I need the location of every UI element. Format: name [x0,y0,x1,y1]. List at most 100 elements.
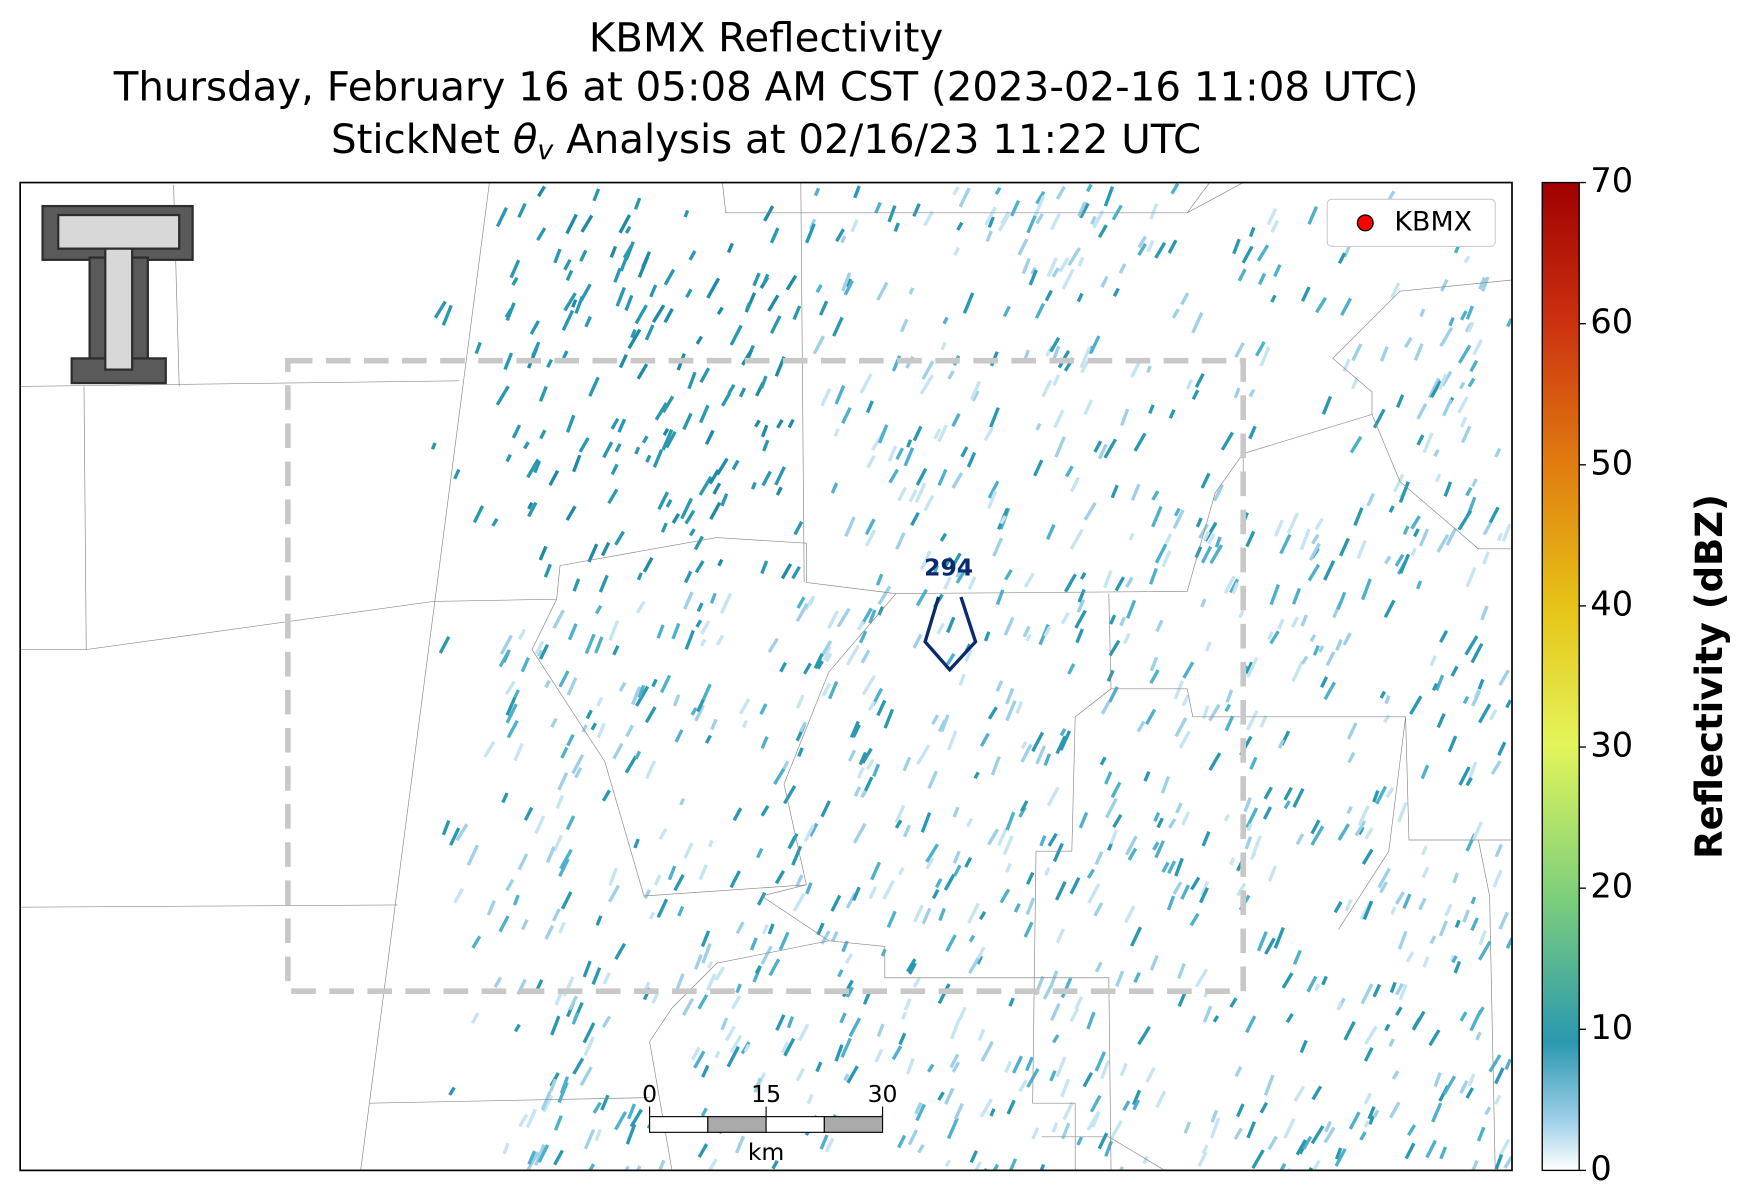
radar-echo [1429,655,1437,667]
radar-echo [939,532,948,542]
radar-echo [1462,909,1470,923]
radar-echo [1244,836,1253,850]
radar-echo [932,564,939,576]
radar-echo [1035,213,1044,225]
radar-echo [1363,1120,1370,1128]
radar-echo [550,717,558,728]
radar-echo [952,850,961,864]
radar-echo [618,353,628,369]
radar-echo [720,493,729,507]
radar-echo [1427,377,1441,399]
radar-echo [656,898,669,919]
radar-echo [1291,587,1301,605]
radar-echo [648,911,656,920]
radar-echo [816,660,824,670]
radar-echo [633,197,642,210]
radar-echo [1337,252,1347,265]
radar-echo [1078,811,1089,829]
radar-echo [1311,533,1320,545]
radar-echo [483,740,496,758]
radar-echo [1092,209,1105,229]
radar-echo [671,512,681,524]
radar-echo [822,645,832,662]
radar-echo [837,969,844,978]
radar-echo [1453,245,1460,254]
radar-echo [1259,346,1271,367]
radar-echo [544,679,551,689]
radar-echo [449,827,461,846]
radar-echo [1026,211,1039,234]
radar-echo [1354,820,1367,837]
radar-echo [1310,825,1325,846]
radar-echo [1379,346,1389,362]
radar-echo [1259,715,1268,728]
radar-echo [706,960,714,969]
colorbar-label: Reflectivity (dBZ) [1688,494,1731,859]
radar-echo [1149,954,1159,971]
radar-echo [769,315,782,334]
radar-echo [880,948,887,957]
radar-echo [834,1044,844,1062]
radar-echo [572,578,581,592]
radar-echo [1389,1101,1401,1119]
radar-echo [1470,896,1477,905]
radar-echo [595,915,603,926]
radar-echo [1149,203,1159,220]
radar-echo [555,794,564,809]
radar-echo [583,1036,595,1057]
radar-echo [448,1086,456,1096]
radar-echo [902,756,912,772]
radar-echo [914,482,927,504]
radar-echo [843,280,854,296]
radar-echo [1035,745,1047,765]
radar-echo [553,248,562,264]
radar-echo [1052,345,1061,359]
radar-echo [844,953,854,965]
radar-echo [759,703,768,715]
radar-echo [1262,806,1273,820]
radar-echo [1055,185,1066,200]
radar-echo [558,670,570,688]
radar-echo [1388,1038,1395,1047]
radar-echo [897,486,908,502]
radar-echo [1325,651,1336,667]
radar-echo [1471,821,1484,841]
radar-echo [861,607,873,625]
radar-echo [906,439,913,448]
radar-echo [1301,655,1309,665]
radar-echo [1105,797,1118,819]
radar-echo [633,838,640,849]
station-plot: 294 [923,553,978,673]
radar-echo [1034,302,1046,319]
scale-segment [823,1116,884,1133]
radar-echo [683,842,694,859]
radar-echo [1270,219,1280,233]
radar-echo [657,491,669,510]
radar-echo [1059,728,1067,737]
scale-segment [707,1116,767,1133]
radar-echo [762,439,770,452]
radar-echo [637,684,646,699]
radar-echo [815,1061,823,1073]
radar-echo [1465,777,1473,787]
radar-echo [585,709,593,720]
radar-echo [864,518,876,536]
county-line [1041,1136,1165,1171]
radar-echo [1200,880,1210,897]
radar-echo [1054,881,1067,901]
radar-echo [1168,408,1176,419]
radar-echo [584,633,596,655]
radar-echo [1284,1167,1292,1171]
radar-echo [1357,805,1370,827]
radar-echo [693,1050,706,1069]
radar-echo [701,683,712,702]
radar-echo [690,707,698,716]
radar-echo [1180,292,1190,306]
radar-echo [799,721,807,733]
radar-echo [753,1077,763,1093]
radar-echo [921,907,932,925]
radar-echo [1300,286,1311,302]
radar-echo [499,634,513,655]
radar-echo [1360,578,1372,601]
radar-echo [684,570,693,584]
